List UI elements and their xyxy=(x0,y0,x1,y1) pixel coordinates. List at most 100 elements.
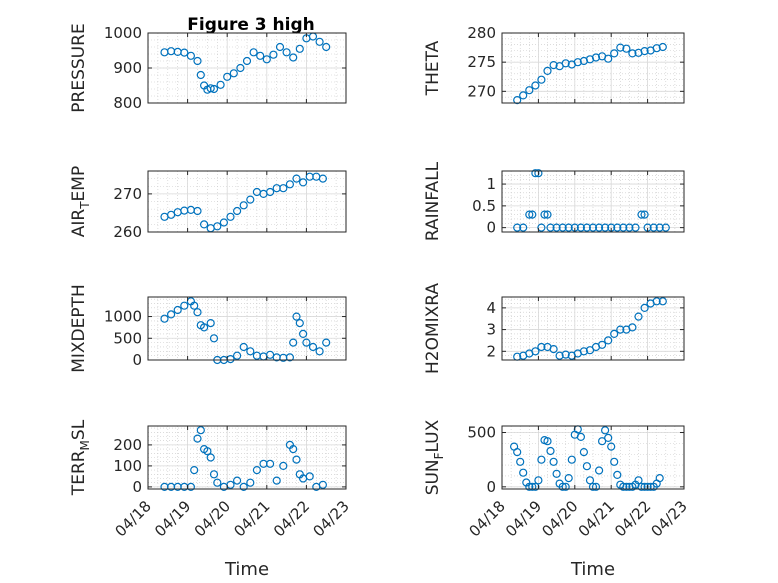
x-tick-label: 04/20 xyxy=(538,497,581,540)
data-point xyxy=(239,201,248,210)
data-point xyxy=(558,482,567,491)
data-point xyxy=(637,210,646,219)
data-point xyxy=(242,56,252,66)
data-markers xyxy=(509,425,664,491)
data-point xyxy=(661,223,670,232)
x-tick-label: 04/18 xyxy=(466,497,509,540)
data-markers xyxy=(513,169,670,232)
data-point xyxy=(519,223,528,232)
y-axis-label: H2OMIXRA xyxy=(423,283,443,374)
x-axis-label: Time xyxy=(224,559,269,580)
data-point xyxy=(269,50,278,59)
data-point xyxy=(275,42,285,52)
data-point xyxy=(534,169,543,178)
data-point xyxy=(318,480,327,489)
x-tick-label: 04/19 xyxy=(502,497,545,540)
data-point xyxy=(272,184,281,193)
y-axis-label: RAINFALL xyxy=(423,161,443,241)
data-point xyxy=(519,91,528,100)
data-point xyxy=(236,63,245,73)
data-point xyxy=(302,338,311,347)
y-tick-label: 1000 xyxy=(104,24,142,42)
data-point xyxy=(597,340,607,349)
data-point xyxy=(591,53,601,62)
data-point xyxy=(655,223,664,232)
data-point xyxy=(246,478,255,487)
y-tick-label: 270 xyxy=(113,185,142,203)
data-point xyxy=(160,314,169,323)
data-markers xyxy=(160,172,327,233)
data-point xyxy=(200,323,209,332)
data-point xyxy=(272,476,281,485)
data-point xyxy=(549,60,558,70)
data-point xyxy=(186,205,195,214)
data-point xyxy=(591,482,601,491)
data-point xyxy=(196,70,205,80)
data-point xyxy=(196,426,205,435)
data-point xyxy=(543,210,552,219)
data-point xyxy=(315,37,324,46)
data-markers xyxy=(513,297,667,361)
data-point xyxy=(525,482,534,491)
data-point xyxy=(200,220,209,229)
data-point xyxy=(279,184,288,193)
data-point xyxy=(173,208,182,217)
data-point xyxy=(537,342,546,352)
y-tick-label: 800 xyxy=(113,94,142,112)
data-point xyxy=(534,476,543,485)
data-markers xyxy=(513,42,667,105)
y-tick-label: 0 xyxy=(486,219,496,237)
data-point xyxy=(239,342,248,352)
y-axis-label: THETA xyxy=(423,40,443,96)
data-point xyxy=(266,187,275,197)
data-point xyxy=(295,319,304,328)
data-point xyxy=(180,48,189,57)
data-point xyxy=(604,54,613,63)
y-tick-label: 1000 xyxy=(104,308,142,326)
data-point xyxy=(588,482,598,491)
data-point xyxy=(282,48,291,57)
axes-box xyxy=(501,296,685,361)
x-tick-label: 04/20 xyxy=(191,497,234,540)
y-axis-label: TERRMSL xyxy=(69,419,92,496)
data-point xyxy=(600,426,610,435)
data-point xyxy=(213,222,222,231)
data-point xyxy=(643,482,652,491)
subplot-h2omixra: 2 3 4 H2OMIXRA xyxy=(423,283,685,374)
data-point xyxy=(594,223,604,232)
minor-grid xyxy=(501,32,685,104)
y-tick-label: 1 xyxy=(486,175,496,193)
data-point xyxy=(616,325,625,334)
data-point xyxy=(546,446,555,456)
subplot-theta: 270 275 280 THETA xyxy=(423,24,685,105)
data-point xyxy=(576,223,586,232)
data-point xyxy=(180,206,189,215)
data-point xyxy=(213,478,222,487)
data-point xyxy=(186,51,195,60)
y-tick-label: 2 xyxy=(486,342,496,360)
x-tick-label: 04/19 xyxy=(151,497,194,540)
y-tick-label: 100 xyxy=(113,457,142,475)
data-point xyxy=(543,66,552,76)
axes-box xyxy=(147,296,347,361)
data-point xyxy=(246,347,255,356)
data-point xyxy=(193,434,202,443)
data-point xyxy=(262,55,271,64)
data-point xyxy=(552,469,561,478)
data-point xyxy=(561,350,570,359)
axes-box xyxy=(501,32,685,104)
x-tick-label: 04/22 xyxy=(611,497,654,540)
data-point xyxy=(549,457,558,466)
data-point xyxy=(285,353,294,362)
data-point xyxy=(528,210,537,219)
subplot-mixdepth: 0 500 1000 MIXDEPTH xyxy=(69,284,347,373)
data-point xyxy=(628,49,637,58)
data-point xyxy=(229,69,238,78)
y-tick-label: 280 xyxy=(467,24,496,42)
y-tick-label: 3 xyxy=(486,321,496,339)
data-point xyxy=(322,338,331,347)
data-point xyxy=(616,43,625,52)
data-point xyxy=(233,351,242,360)
